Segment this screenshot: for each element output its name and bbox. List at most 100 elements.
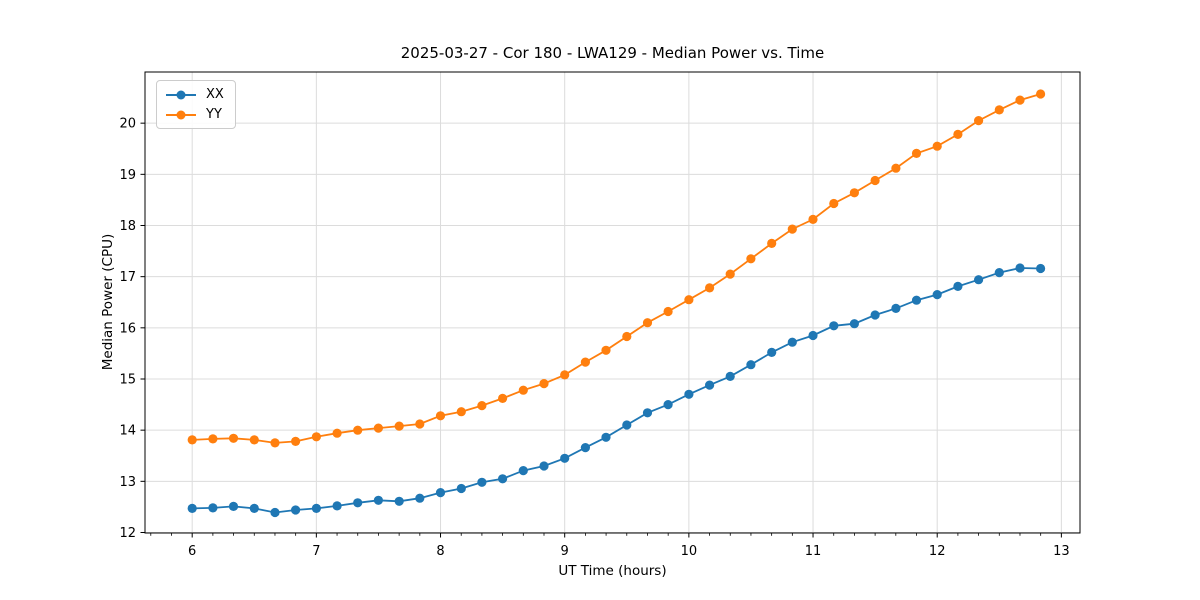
gridlines <box>145 72 1080 533</box>
data-point <box>932 290 942 300</box>
data-point <box>394 496 404 506</box>
y-tick-label: 19 <box>119 168 136 183</box>
data-point <box>456 483 466 494</box>
y-tick-label: 16 <box>119 321 136 336</box>
data-point <box>1015 263 1025 273</box>
y-axis-label: Median Power (CPU) <box>100 233 116 371</box>
data-point <box>663 400 673 410</box>
data-point <box>353 498 363 508</box>
data-point <box>829 198 839 209</box>
series-yy <box>187 89 1046 448</box>
x-tick-label: 13 <box>1053 544 1070 559</box>
data-point <box>808 330 818 341</box>
data-point <box>932 141 942 151</box>
data-point <box>767 238 777 248</box>
data-point <box>994 268 1004 278</box>
x-tick-label: 11 <box>805 544 822 559</box>
y-tick-label: 20 <box>119 117 136 132</box>
series-xx <box>187 263 1046 518</box>
data-point <box>684 295 694 305</box>
data-point <box>228 501 239 511</box>
y-tick-labels: 12 13 14 15 16 17 18 19 20 <box>119 117 136 541</box>
x-tick-label: 6 <box>188 544 196 559</box>
data-point <box>270 438 280 448</box>
x-tick-label: 7 <box>312 544 320 559</box>
data-point <box>870 310 880 320</box>
legend-item-yy: YY <box>166 106 224 123</box>
legend-item-xx: XX <box>166 86 224 103</box>
data-point <box>415 419 425 429</box>
data-point <box>891 163 901 173</box>
data-point <box>477 401 487 411</box>
y-tick-label: 12 <box>119 526 136 541</box>
y-tick-label: 14 <box>119 424 136 439</box>
x-tick-label: 8 <box>436 544 444 559</box>
legend-label-yy: YY <box>206 107 222 122</box>
series-line <box>192 93 1041 444</box>
data-point <box>560 453 570 463</box>
data-point <box>663 306 673 317</box>
data-point <box>560 370 570 380</box>
data-point <box>891 303 901 313</box>
data-point <box>518 385 528 395</box>
data-point <box>849 319 860 329</box>
chart-title: 2025-03-27 - Cor 180 - LWA129 - Median P… <box>400 44 825 62</box>
data-point <box>270 507 280 518</box>
x-tick-label: 10 <box>681 544 698 559</box>
data-point <box>373 423 383 433</box>
data-point <box>498 393 508 403</box>
data-point <box>332 501 342 511</box>
data-point <box>539 379 549 389</box>
data-point <box>518 466 528 476</box>
data-point <box>911 295 922 305</box>
data-point <box>601 432 611 442</box>
y-tick-label: 17 <box>119 270 136 285</box>
data-point <box>311 432 321 442</box>
data-point <box>994 105 1004 115</box>
data-point <box>953 129 963 139</box>
data-point <box>249 503 259 513</box>
data-point <box>746 360 756 370</box>
data-point <box>291 436 301 446</box>
plot-border <box>144 71 1081 534</box>
data-point <box>1036 263 1046 274</box>
data-point <box>477 477 487 487</box>
data-point <box>187 435 197 445</box>
x-tick-label: 12 <box>929 544 946 559</box>
legend: XX YY <box>156 80 236 129</box>
y-tick-label: 13 <box>119 475 136 490</box>
data-point <box>187 503 197 513</box>
data-point <box>787 337 797 347</box>
data-point <box>580 357 591 367</box>
data-point <box>539 461 549 471</box>
data-point <box>435 411 446 421</box>
data-point <box>1015 95 1025 105</box>
data-point <box>228 433 239 443</box>
data-point <box>249 435 259 445</box>
line-marker-icon <box>166 89 196 100</box>
data-point <box>291 505 301 515</box>
data-point <box>746 254 756 264</box>
x-tick-label: 9 <box>561 544 569 559</box>
data-point <box>456 407 466 417</box>
data-point <box>311 503 321 513</box>
data-point <box>787 224 797 234</box>
data-point <box>332 428 342 438</box>
data-point <box>415 493 425 503</box>
series-line <box>192 267 1041 514</box>
data-point <box>580 443 591 453</box>
data-point <box>974 116 984 126</box>
x-tick-labels: 6 7 8 9 10 11 12 13 <box>188 544 1070 559</box>
data-point <box>353 425 363 435</box>
data-point <box>373 495 383 505</box>
data-point <box>829 321 839 331</box>
data-point <box>684 389 694 399</box>
data-point <box>435 488 446 498</box>
data-point <box>622 420 632 430</box>
data-point <box>911 148 922 158</box>
data-point <box>725 371 735 381</box>
data-point <box>601 345 611 355</box>
data-point <box>1036 89 1046 99</box>
y-tick-label: 15 <box>119 372 136 387</box>
